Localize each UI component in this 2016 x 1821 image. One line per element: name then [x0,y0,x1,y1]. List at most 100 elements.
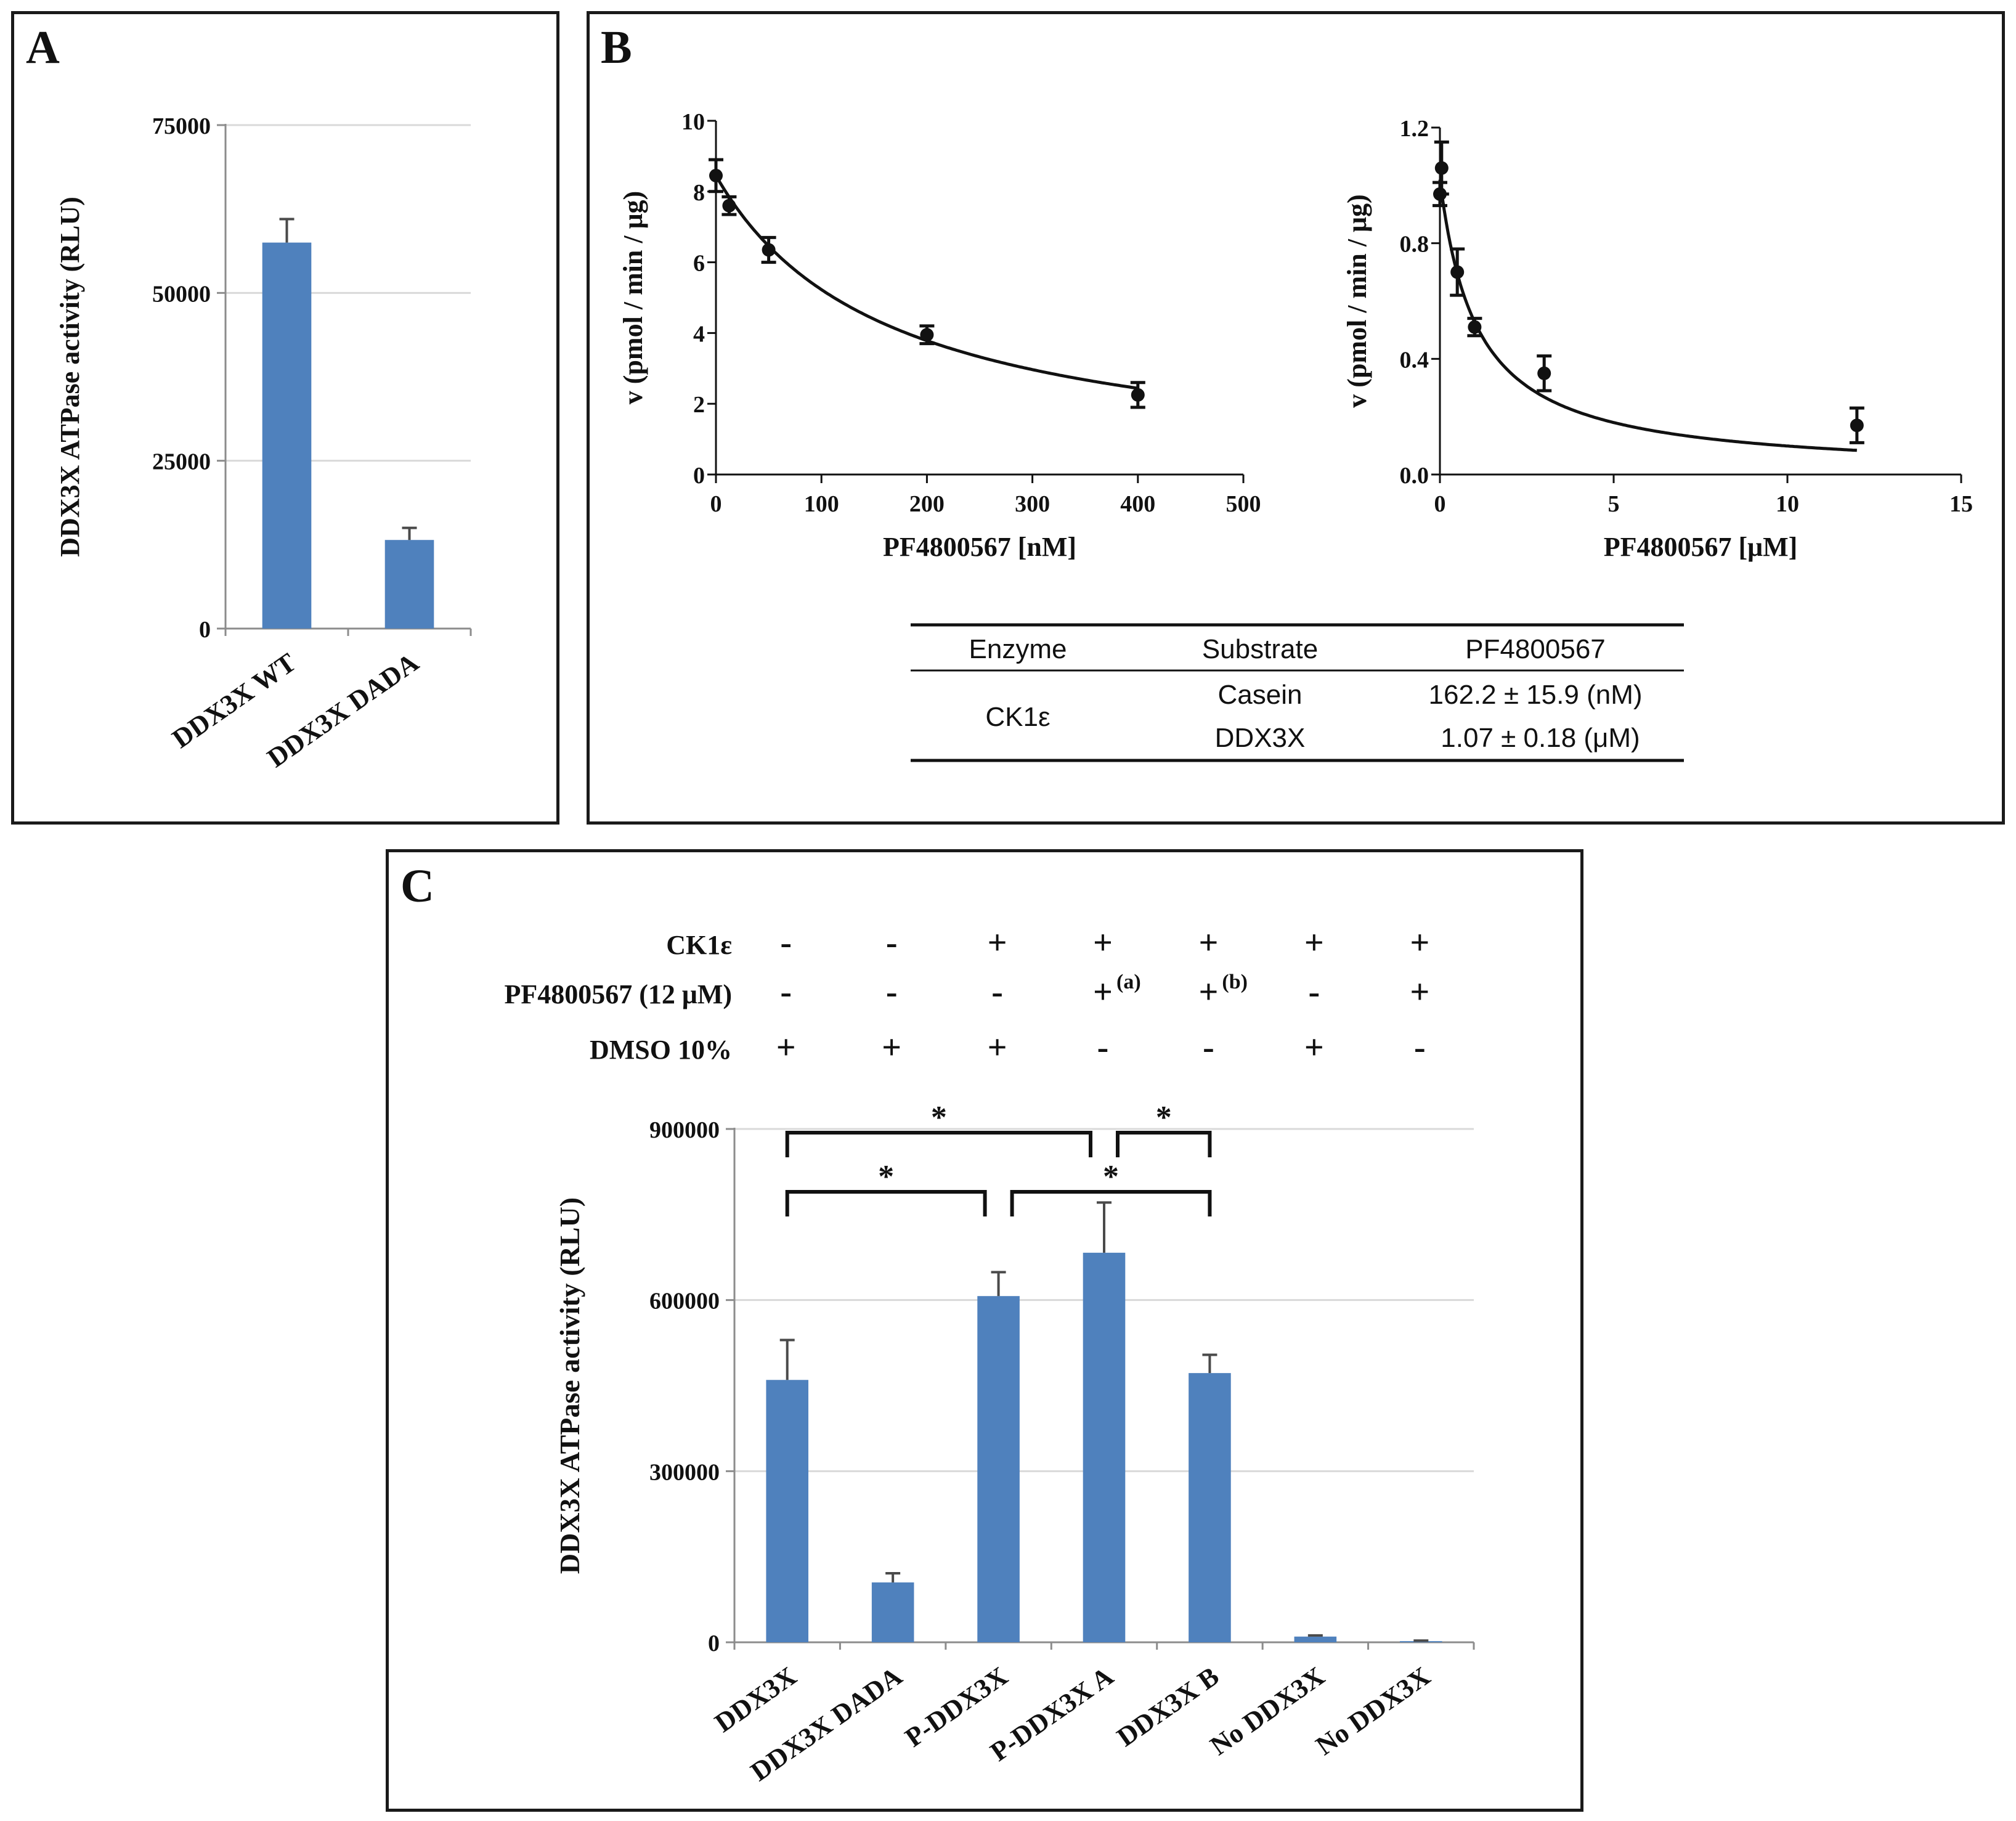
x-tick-label: 5 [1608,491,1620,517]
condition-label: PF4800567 (12 μM) [504,979,732,1009]
table-header-enzyme: Enzyme [969,634,1067,664]
x-axis-title: PF4800567 [μM] [1604,532,1798,562]
x-tick-label: 400 [1120,491,1155,517]
significance-bracket [1116,1131,1212,1157]
table-row-substrate: Casein [1218,680,1303,710]
y-tick-label: 75000 [152,113,211,139]
x-tick-label: 500 [1226,491,1261,517]
bar [1294,1636,1337,1642]
bar [977,1296,1020,1642]
x-category-label: No DDX3X [1311,1661,1436,1761]
condition-sign: + [1410,924,1429,962]
x-tick-label: 0 [1434,491,1446,517]
condition-sign: + [988,1029,1007,1067]
condition-sign: + [1304,1029,1324,1067]
error-bar [1413,1639,1429,1642]
bar [1189,1373,1231,1642]
y-tick-label: 0.0 [1400,463,1429,489]
panel-label-b: B [601,22,632,73]
y-tick-label: 1.2 [1400,116,1429,142]
condition-label: DMSO 10% [590,1035,732,1065]
y-tick-label: 0 [708,1631,720,1656]
y-tick-label: 2 [693,392,705,418]
panel-label-c: C [400,860,434,912]
x-tick-label: 300 [1015,491,1050,517]
y-tick-label: 0 [693,463,705,489]
error-bar [1307,1634,1323,1637]
fit-curve [1438,179,1857,452]
data-point [1434,161,1449,175]
fit-curve [714,174,1139,390]
chart-b-right: 0.0 0.4 0.8 1.2 0 5 10 15 PF4800567 [μM] v (pmol … [1342,116,1973,562]
y-axis-title: DDX3X ATPase activity (RLU) [554,1197,585,1574]
table-header-substrate: Substrate [1202,634,1318,664]
error-bar [885,1572,901,1583]
condition-sign: - [991,973,1003,1011]
table-row-value: 162.2 ± 15.9 (nM) [1429,680,1643,710]
bar [262,242,312,629]
y-axis-title: v (pmol / min / μg) [1342,194,1372,407]
condition-sign: + [1198,924,1218,962]
y-tick-label: 0.8 [1400,232,1429,258]
ic50-table: Enzyme Substrate PF4800567 CK1ε Casein 1… [911,623,1684,762]
data-point [1468,320,1482,334]
bar [871,1582,914,1642]
y-tick-label: 600000 [649,1289,720,1314]
y-tick-label: 50000 [152,281,211,307]
y-tick-label: 8 [693,180,705,206]
panel-label-a: A [26,22,60,73]
bar [1083,1252,1126,1642]
y-axis-title: DDX3X ATPase activity (RLU) [55,197,85,557]
table-row-substrate: DDX3X [1215,723,1306,753]
y-tick-label: 4 [693,321,705,347]
condition-sign: - [886,973,898,1011]
error-bar [1202,1353,1217,1374]
condition-sign: + [1093,924,1113,962]
significance-bracket [785,1131,1092,1157]
y-tick-label: 25000 [152,449,211,475]
error-bar [779,1338,795,1380]
condition-signs: - - + + + + +- - - + (a) + (b) - ++ + + - - + - [776,924,1429,1067]
condition-sign: - [780,973,792,1011]
condition-grid: CK1ε PF4800567 (12 μM) DMSO 10% - - + + + + + -… [504,924,1429,1067]
x-category-label: No DDX3X [1205,1661,1330,1761]
error-bar [1097,1201,1112,1253]
significance-star: * [1156,1100,1172,1135]
y-axis-title: v (pmol / min / μg) [618,191,648,404]
condition-superscript: (b) [1222,971,1248,993]
x-tick-label: 15 [1949,491,1973,517]
y-tick-label: 0.4 [1400,347,1429,373]
condition-sign: - [1414,1029,1426,1067]
error-bar [402,526,417,540]
significance-bracket [785,1190,987,1216]
table-row-value: 1.07 ± 0.18 (μM) [1441,723,1640,753]
condition-sign: - [886,924,898,962]
significance-star: * [1103,1159,1119,1194]
significance-star: * [931,1100,947,1135]
data-point [709,168,723,182]
significance-star: * [878,1159,894,1194]
data-point [762,243,776,257]
condition-sign: - [1309,973,1320,1011]
condition-sign: + [1304,924,1324,962]
y-tick-label: 6 [693,251,705,277]
condition-sign: - [1203,1029,1214,1067]
y-tick-label: 10 [681,109,705,135]
condition-sign: + [1410,973,1429,1011]
x-category-label: DDX3X [709,1661,802,1738]
condition-sign: + [988,924,1007,962]
condition-sign: - [780,924,792,962]
table-header-compound: PF4800567 [1465,634,1606,664]
table-enzyme: CK1ε [985,702,1050,732]
x-tick-label: 200 [909,491,945,517]
condition-label: CK1ε [666,930,732,960]
condition-sign: - [1097,1029,1109,1067]
x-tick-label: 0 [710,491,722,517]
y-tick-label: 300000 [649,1459,720,1485]
data-point [920,328,934,342]
error-bar [279,218,295,243]
condition-sign: + [1198,973,1218,1011]
